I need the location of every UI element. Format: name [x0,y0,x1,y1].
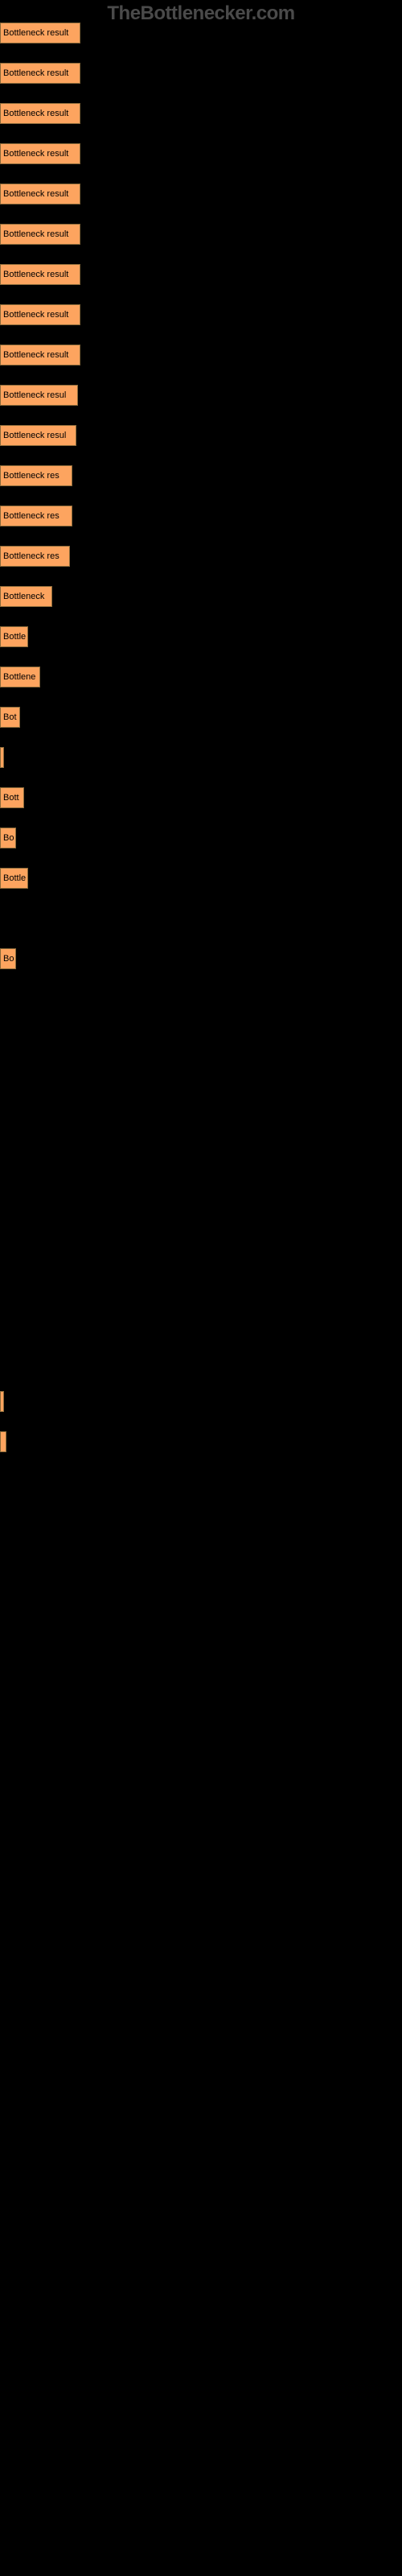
chart-bar: Bottleneck [0,586,52,607]
bar-label: Bottlene [3,672,35,682]
bar-label: Bottleneck resul [3,390,66,400]
chart-bar: Bottleneck result [0,23,80,43]
bar-row: Bottleneck [0,586,52,607]
bar-label: Bo [3,833,14,843]
chart-bar: Bot [0,707,20,728]
bar-row: Bottleneck result [0,345,80,365]
chart-bar [0,1391,4,1412]
chart-bar: Bo [0,948,16,969]
chart-bar: Bottleneck result [0,63,80,84]
bar-row: Bo [0,948,16,969]
chart-bar: Bottleneck resul [0,425,76,446]
bar-row: Bottleneck result [0,264,80,285]
bar-label: Bottleneck result [3,28,68,38]
bar-label: Bottleneck result [3,270,68,279]
bar-label: Bottleneck result [3,310,68,320]
bar-label: Bot [3,712,17,722]
chart-bar: Bottleneck result [0,224,80,245]
chart-bar: Bottleneck result [0,264,80,285]
bar-row: Bottleneck result [0,304,80,325]
chart-bar: Bottleneck res [0,465,72,486]
chart-bar: Bottleneck result [0,143,80,164]
bar-row: Bottleneck result [0,184,80,204]
bar-label: Bottleneck res [3,471,59,481]
bar-label: Bottleneck [3,592,44,601]
bar-label: Bottle [3,632,26,642]
bar-row: Bottleneck resul [0,425,76,446]
bar-label: Bottleneck result [3,109,68,118]
bar-row: Bottle [0,626,28,647]
chart-bar: Bo [0,828,16,848]
bar-label: Bottleneck res [3,511,59,521]
bar-row: Bottleneck res [0,506,72,526]
bar-row: Bottleneck result [0,103,80,124]
bar-label: Bottleneck result [3,229,68,239]
bar-label: Bottleneck result [3,350,68,360]
chart-bar: Bottleneck resul [0,385,78,406]
chart-container: Bottleneck result Bottleneck result Bottle… [0,0,402,2576]
bar-row: Bottle [0,868,28,889]
bar-row: Bo [0,828,16,848]
chart-bar: Bottleneck result [0,103,80,124]
bar-label: Bottleneck result [3,68,68,78]
bar-row: Bottleneck result [0,143,80,164]
chart-bar: Bottleneck result [0,184,80,204]
chart-bar [0,747,4,768]
chart-bar: Bottle [0,626,28,647]
chart-bar: Bottleneck res [0,546,70,567]
chart-bar: Bottleneck result [0,345,80,365]
bar-label: Bottleneck resul [3,431,66,440]
bar-row: Bottleneck res [0,546,70,567]
bar-row: Bott [0,787,24,808]
bar-row: Bottleneck result [0,63,80,84]
bar-label: Bo [3,954,14,964]
bar-row [0,747,4,768]
chart-bar: Bott [0,787,24,808]
chart-bar: Bottleneck result [0,304,80,325]
bar-row: Bottlene [0,667,40,687]
bar-row: Bot [0,707,20,728]
bar-row: Bottleneck resul [0,385,78,406]
chart-bar: Bottleneck res [0,506,72,526]
bar-label: Bottleneck res [3,551,59,561]
chart-bar: Bottlene [0,667,40,687]
chart-bar [0,1431,6,1452]
bar-row: Bottleneck result [0,23,80,43]
bar-row [0,1391,4,1412]
bar-label: Bottleneck result [3,149,68,159]
bar-row: Bottleneck result [0,224,80,245]
bar-label: Bott [3,793,19,803]
bar-label: Bottleneck result [3,189,68,199]
chart-bar: Bottle [0,868,28,889]
bar-label: Bottle [3,873,26,883]
bar-row: Bottleneck res [0,465,72,486]
bar-row [0,1431,6,1452]
